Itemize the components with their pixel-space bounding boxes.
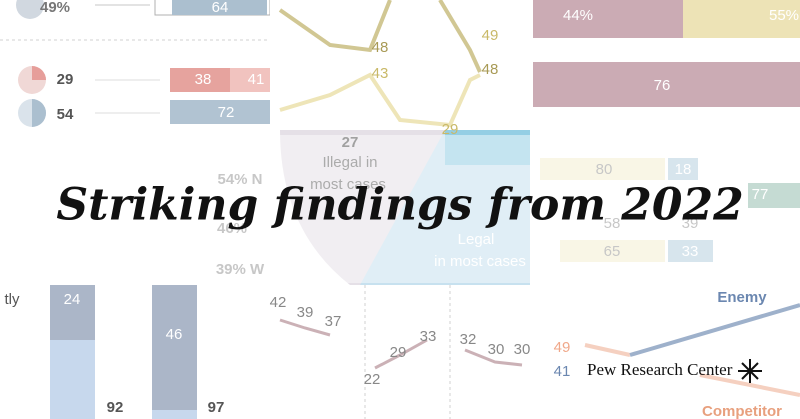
brand-logo (738, 359, 762, 383)
background-label: 18 (675, 161, 692, 178)
background-label: 30 (488, 341, 505, 358)
background-label: 39 (682, 215, 699, 232)
background-label: Competitor (702, 403, 782, 419)
background-label: 58 (604, 215, 621, 232)
background-label: 39 (297, 304, 314, 321)
background-label: 44% (563, 7, 593, 24)
title-band (0, 135, 800, 283)
background-label: 92 (107, 399, 124, 416)
background-label: tly (5, 291, 21, 308)
background-label: 72 (218, 104, 235, 121)
background-label: Illegal in (322, 154, 377, 171)
background-label: 29 (390, 344, 407, 361)
background-label: 80 (596, 161, 613, 178)
background-label: 24 (64, 291, 81, 308)
background-label: 46% (217, 220, 247, 237)
background-label: 37 (325, 313, 342, 330)
title: Striking findings from 2022 (56, 180, 743, 231)
background-label: 49 (482, 27, 499, 44)
background-label: 77 (752, 186, 769, 203)
background-label: most cases (310, 176, 386, 193)
background-label: 22 (364, 371, 381, 388)
background-label: 41 (248, 71, 265, 88)
background-label: 38 (195, 71, 212, 88)
background-label: 48 (372, 39, 389, 56)
background-label: 49% (40, 0, 70, 16)
background-label: 54 (57, 106, 74, 123)
background-label: 43 (372, 65, 389, 82)
background-label: Enemy (717, 289, 767, 306)
background-label: 46 (166, 326, 183, 343)
background-labels: 49% 64 48 43 49 48 29 44% 55% 76 29 38 41 54 72 27 Illeg… (5, 0, 800, 419)
background-label: 42 (270, 294, 287, 311)
background-label: 33 (420, 328, 437, 345)
background-label: 29 (57, 71, 74, 88)
background-label: 49 (554, 339, 571, 356)
background-label: 29 (442, 121, 459, 138)
background-label: 54% N (217, 171, 262, 188)
background-label: 65 (604, 243, 621, 260)
brand: Pew Research Center (587, 360, 733, 379)
background-label: 41 (554, 363, 571, 380)
background-label: 64 (212, 0, 229, 16)
background-label: 32 (460, 331, 477, 348)
background-label: 39% W (216, 261, 265, 278)
background-label: 30 (514, 341, 531, 358)
background-label: in most cases (434, 253, 526, 270)
background-label: 33 (682, 243, 699, 260)
background-label: 27 (342, 134, 359, 151)
background-label: 76 (654, 77, 671, 94)
background-label: 97 (208, 399, 225, 416)
background-label: Legal (458, 231, 495, 248)
background-label: 48 (482, 61, 499, 78)
background-label: 55% (769, 7, 799, 24)
